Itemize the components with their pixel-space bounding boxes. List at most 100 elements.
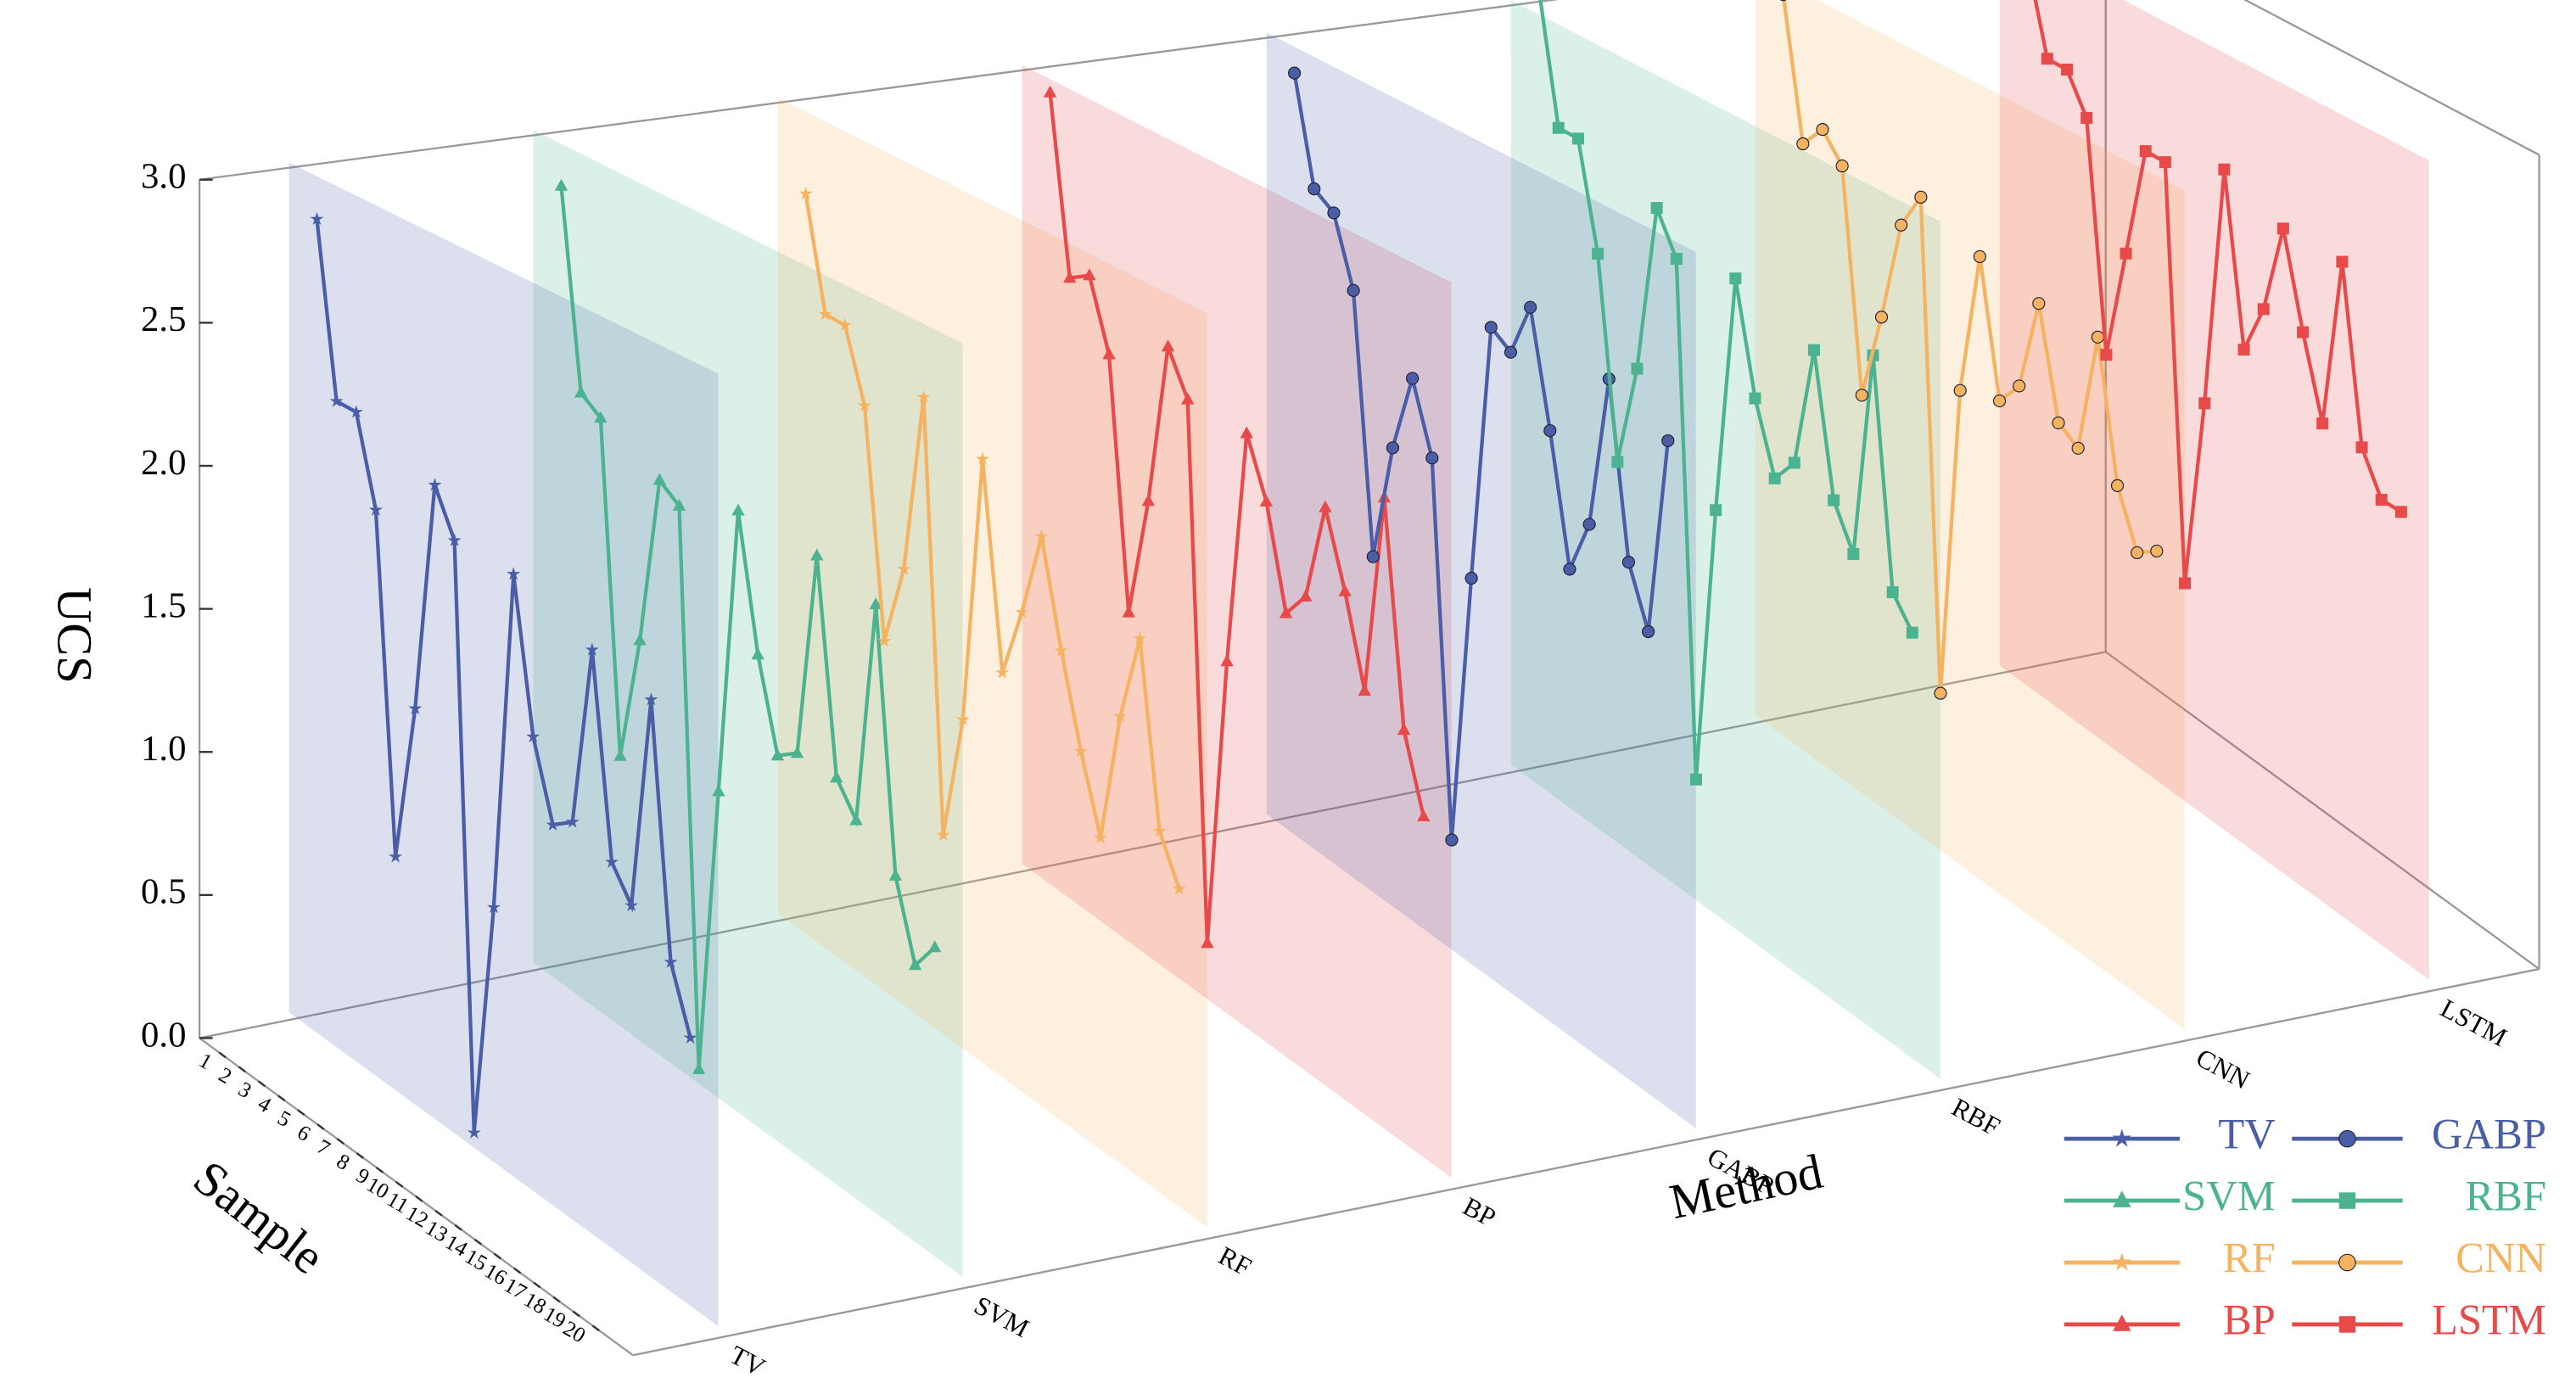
x-tick: [572, 1310, 580, 1318]
point: [1953, 384, 1967, 397]
y-tick-label: 2.0: [141, 443, 187, 483]
method-label: TV: [725, 1340, 771, 1383]
method-plane: [1755, 0, 2185, 1030]
point: [546, 817, 560, 831]
point: [2336, 255, 2349, 268]
point: [976, 451, 990, 465]
point: [877, 634, 892, 647]
legend-label: CNN: [2456, 1235, 2546, 1282]
point: [368, 502, 383, 516]
point: [1524, 300, 1537, 314]
point: [1161, 339, 1175, 352]
point: [2218, 163, 2231, 176]
point: [1141, 494, 1156, 507]
method-plane: [533, 130, 963, 1277]
point: [1279, 606, 1293, 619]
point: [1906, 626, 1918, 639]
point: [329, 394, 344, 407]
legend-marker: [2112, 1128, 2131, 1147]
point: [2100, 349, 2113, 361]
point: [1895, 218, 1908, 232]
point: [507, 567, 521, 580]
point: [633, 633, 647, 646]
point: [1710, 504, 1722, 517]
method-label: RF: [1214, 1240, 1257, 1282]
point: [1406, 372, 1420, 385]
method-plane: [1022, 64, 1452, 1179]
point: [1642, 624, 1655, 639]
point: [594, 411, 608, 423]
x-tick: [415, 1195, 423, 1202]
point: [2297, 326, 2310, 339]
point: [565, 815, 580, 828]
point: [1631, 362, 1644, 375]
point: [888, 868, 903, 881]
point: [1102, 347, 1116, 360]
point: [349, 405, 363, 418]
point: [1327, 206, 1341, 220]
method-plane: [1266, 32, 1696, 1128]
point: [1934, 686, 1947, 700]
point: [1220, 654, 1234, 667]
series-line: [1292, 72, 1670, 841]
series-line: [559, 186, 937, 1070]
legend-label: RBF: [2465, 1173, 2546, 1220]
point: [486, 900, 501, 914]
legend-label: TV: [2218, 1111, 2275, 1158]
point: [818, 307, 832, 321]
point: [1386, 441, 1400, 455]
series-line: [1048, 92, 1425, 943]
point: [585, 642, 599, 656]
series-line: [1782, 0, 2158, 694]
point: [447, 533, 462, 546]
point: [1445, 833, 1459, 847]
point: [712, 784, 725, 797]
point: [2375, 494, 2388, 507]
legend-label: LSTM: [2432, 1296, 2546, 1344]
legend-label: SVM: [2182, 1173, 2276, 1220]
point: [955, 712, 970, 726]
point: [1425, 451, 1439, 465]
point: [731, 503, 745, 516]
frame-edge: [199, 0, 1560, 181]
point: [995, 665, 1010, 679]
point: [2237, 344, 2250, 356]
point: [858, 398, 872, 412]
point: [2139, 145, 2152, 158]
x-tick: [356, 1152, 364, 1159]
point: [1034, 529, 1049, 543]
x-tick: [454, 1223, 462, 1231]
point: [908, 958, 922, 971]
point: [1083, 268, 1096, 281]
method-label: RBF: [1947, 1092, 2005, 1142]
point: [2052, 416, 2065, 430]
frame-edge: [199, 651, 2106, 1039]
legend-label: GABP: [2432, 1111, 2546, 1158]
point: [2110, 479, 2125, 492]
point: [2013, 379, 2026, 393]
point: [1768, 472, 1781, 484]
point: [1543, 423, 1557, 438]
point: [1729, 272, 1742, 285]
point: [1152, 824, 1167, 837]
x-tick-label: 6: [294, 1120, 315, 1146]
point: [2257, 303, 2270, 316]
x-tick: [257, 1080, 266, 1088]
x-tick: [238, 1066, 246, 1073]
point: [467, 1125, 481, 1139]
point: [1828, 494, 1840, 507]
point: [1133, 631, 1147, 645]
legend-marker: [2338, 1316, 2356, 1333]
point: [2179, 577, 2192, 590]
y-tick-label: 3.0: [141, 157, 187, 197]
point: [1259, 494, 1274, 507]
point: [798, 186, 813, 200]
point: [2150, 544, 2164, 558]
x-tick-label: 4: [254, 1091, 275, 1117]
point: [1611, 456, 1624, 468]
x-tick: [375, 1167, 384, 1173]
point: [613, 748, 627, 761]
point: [2032, 297, 2046, 311]
point: [1347, 283, 1360, 297]
point: [1847, 547, 1860, 560]
